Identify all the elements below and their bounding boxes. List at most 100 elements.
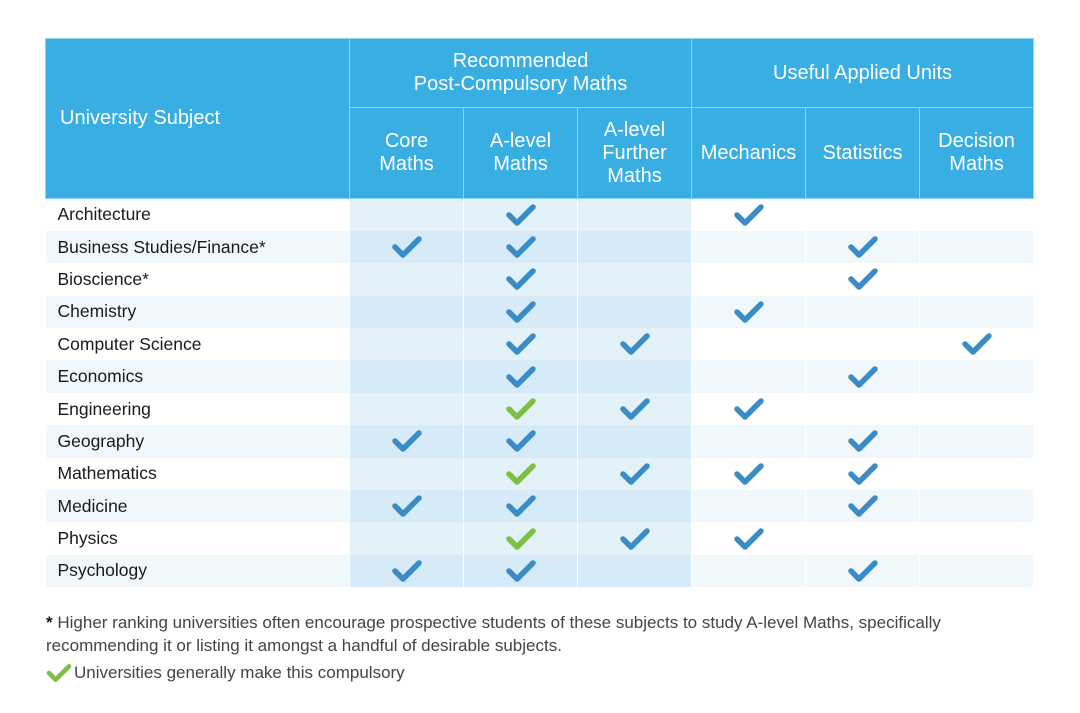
subject-cell: Bioscience* [45,263,350,296]
cell-statistics [805,295,920,329]
header-group-row: University Subject Recommended Post-Comp… [45,38,1035,199]
table-row: Psychology [45,554,1035,588]
cell-mechanics [691,554,806,588]
cell-decision-maths [919,360,1035,393]
table-row: Architecture [45,198,1035,231]
cell-a-level-further-maths [577,554,692,588]
column-header-line: A-level [489,130,552,152]
blue-checkmark-icon [391,235,422,259]
column-header-statistics: Statistics [805,107,920,199]
green-checkmark-icon [505,397,536,421]
cell-mechanics [691,230,806,264]
cell-mechanics [691,490,806,523]
cell-a-level-maths [463,392,578,426]
blue-checkmark-icon [733,397,764,421]
cell-a-level-further-maths [577,328,692,361]
blue-checkmark-icon [505,332,536,356]
blue-checkmark-icon [733,527,764,551]
column-header-line: Maths [493,153,548,175]
column-header-line: Further [602,141,667,164]
cell-mechanics [691,522,806,555]
cell-core-maths [349,490,464,523]
column-header-decision-maths: Decision Maths [918,107,1035,199]
blue-checkmark-icon [847,365,878,389]
cell-core-maths [349,522,464,555]
subject-cell: Economics [45,360,350,393]
column-header-core-maths: Core Maths [349,107,464,199]
cell-a-level-maths [463,295,578,329]
cell-statistics [805,392,920,426]
legend: Universities generally make this compuls… [46,663,405,683]
cell-a-level-maths [463,457,578,491]
cell-decision-maths [919,490,1035,523]
blue-checkmark-icon [619,397,650,421]
maths-subjects-table: University Subject Recommended Post-Comp… [45,38,1035,588]
maths-subjects-table-container: University Subject Recommended Post-Comp… [45,38,1035,588]
blue-checkmark-icon [847,462,878,486]
blue-checkmark-icon [619,462,650,486]
blue-checkmark-icon [505,494,536,518]
cell-core-maths [349,554,464,588]
table-row: Computer Science [45,328,1035,361]
column-header-line: Maths [607,164,662,187]
cell-a-level-further-maths [577,490,692,523]
cell-a-level-maths [463,230,578,264]
subject-cell: Chemistry [45,295,350,329]
cell-statistics [805,230,920,264]
cell-mechanics [691,425,806,458]
cell-statistics [805,198,920,231]
blue-checkmark-icon [619,332,650,356]
table-header: University Subject Recommended Post-Comp… [45,38,1035,199]
column-header-line: Statistics [822,141,903,164]
footnote: * Higher ranking universities often enco… [46,611,1036,657]
cell-statistics [805,554,920,588]
green-checkmark-icon [505,462,536,486]
cell-mechanics [691,328,806,361]
blue-checkmark-icon [733,203,764,227]
cell-a-level-maths [463,360,578,393]
cell-mechanics [691,457,806,491]
cell-a-level-further-maths [577,198,692,231]
cell-a-level-further-maths [577,230,692,264]
cell-decision-maths [919,198,1035,231]
footnote-text: Higher ranking universities often encour… [46,613,941,655]
cell-core-maths [349,230,464,264]
cell-mechanics [691,295,806,329]
cell-decision-maths [919,457,1035,491]
blue-checkmark-icon [619,527,650,551]
subject-cell: Geography [45,425,350,458]
cell-a-level-maths [463,490,578,523]
blue-checkmark-icon [847,267,878,291]
cell-core-maths [349,328,464,361]
cell-a-level-further-maths [577,392,692,426]
column-header-line: Maths [949,153,1004,175]
cell-statistics [805,522,920,555]
green-checkmark-icon [505,527,536,551]
cell-a-level-further-maths [577,457,692,491]
legend-text: Universities generally make this compuls… [74,663,405,682]
cell-core-maths [349,360,464,393]
table-row: Engineering [45,392,1035,426]
recommended-header-line1: Recommended [452,50,589,72]
table-row: Economics [45,360,1035,393]
blue-checkmark-icon [505,429,536,453]
cell-statistics [805,328,920,361]
blue-checkmark-icon [505,203,536,227]
blue-checkmark-icon [391,494,422,518]
column-header-line: Core [384,130,429,152]
cell-decision-maths [919,328,1035,361]
university-subject-header: University Subject [45,38,350,199]
cell-decision-maths [919,230,1035,264]
blue-checkmark-icon [733,462,764,486]
blue-checkmark-icon [505,235,536,259]
blue-checkmark-icon [733,300,764,324]
table-row: Bioscience* [45,263,1035,296]
table-row: Medicine [45,490,1035,523]
cell-a-level-maths [463,263,578,296]
cell-core-maths [349,457,464,491]
cell-core-maths [349,425,464,458]
cell-decision-maths [919,425,1035,458]
cell-decision-maths [919,392,1035,426]
blue-checkmark-icon [505,365,536,389]
column-header-line: Decision [938,130,1015,152]
